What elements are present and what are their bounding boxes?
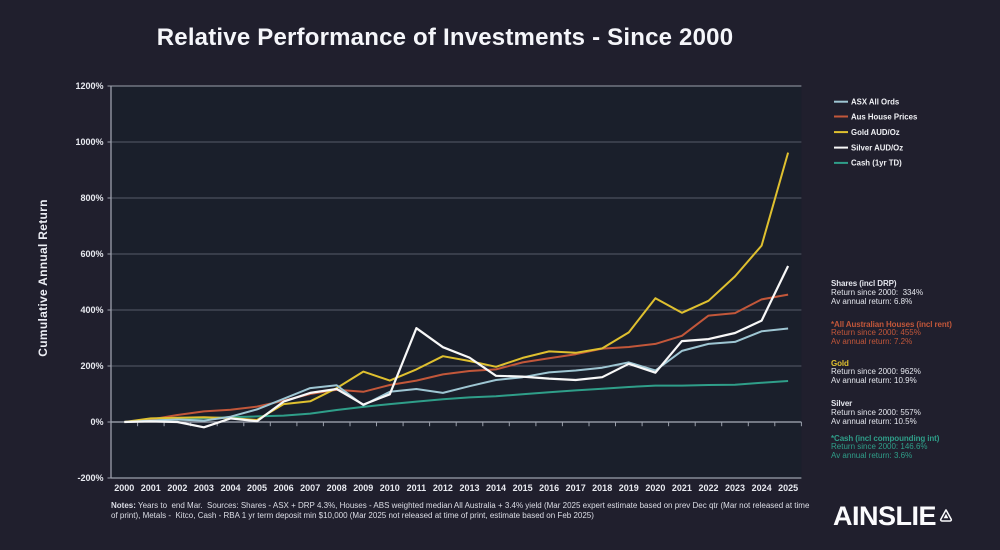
svg-text:2018: 2018 <box>592 483 612 493</box>
svg-text:2024: 2024 <box>752 483 772 493</box>
svg-text:2011: 2011 <box>407 483 427 493</box>
svg-text:2015: 2015 <box>513 483 533 493</box>
svg-text:Aus House Prices: Aus House Prices <box>851 112 918 121</box>
svg-text:2006: 2006 <box>274 483 294 493</box>
svg-text:-200%: -200% <box>77 473 103 483</box>
svg-text:2012: 2012 <box>433 483 453 493</box>
svg-text:2009: 2009 <box>353 483 373 493</box>
svg-text:2019: 2019 <box>619 483 639 493</box>
svg-text:2000: 2000 <box>114 483 134 493</box>
svg-text:2016: 2016 <box>539 483 559 493</box>
svg-text:2021: 2021 <box>672 483 692 493</box>
svg-text:800%: 800% <box>80 193 103 203</box>
svg-text:2005: 2005 <box>247 483 267 493</box>
svg-text:2010: 2010 <box>380 483 400 493</box>
svg-text:2023: 2023 <box>725 483 745 493</box>
svg-text:2025: 2025 <box>778 483 798 493</box>
svg-text:Cash (1yr TD): Cash (1yr TD) <box>851 159 902 168</box>
svg-text:2022: 2022 <box>698 483 718 493</box>
svg-text:0%: 0% <box>90 417 103 427</box>
svg-text:2003: 2003 <box>194 483 214 493</box>
svg-text:2001: 2001 <box>141 483 161 493</box>
svg-text:200%: 200% <box>80 361 103 371</box>
svg-text:2004: 2004 <box>220 483 240 493</box>
svg-text:2020: 2020 <box>645 483 665 493</box>
svg-text:600%: 600% <box>80 249 103 259</box>
svg-text:2007: 2007 <box>300 483 320 493</box>
svg-text:400%: 400% <box>80 305 103 315</box>
svg-text:2017: 2017 <box>566 483 586 493</box>
svg-text:2008: 2008 <box>327 483 347 493</box>
svg-text:2002: 2002 <box>167 483 187 493</box>
svg-text:Silver AUD/Oz: Silver AUD/Oz <box>851 143 903 152</box>
svg-text:ASX All Ords: ASX All Ords <box>851 98 900 107</box>
svg-text:1200%: 1200% <box>75 81 103 91</box>
svg-text:2014: 2014 <box>486 483 506 493</box>
svg-text:1000%: 1000% <box>75 137 103 147</box>
svg-text:2013: 2013 <box>459 483 479 493</box>
svg-text:Gold AUD/Oz: Gold AUD/Oz <box>851 128 900 137</box>
